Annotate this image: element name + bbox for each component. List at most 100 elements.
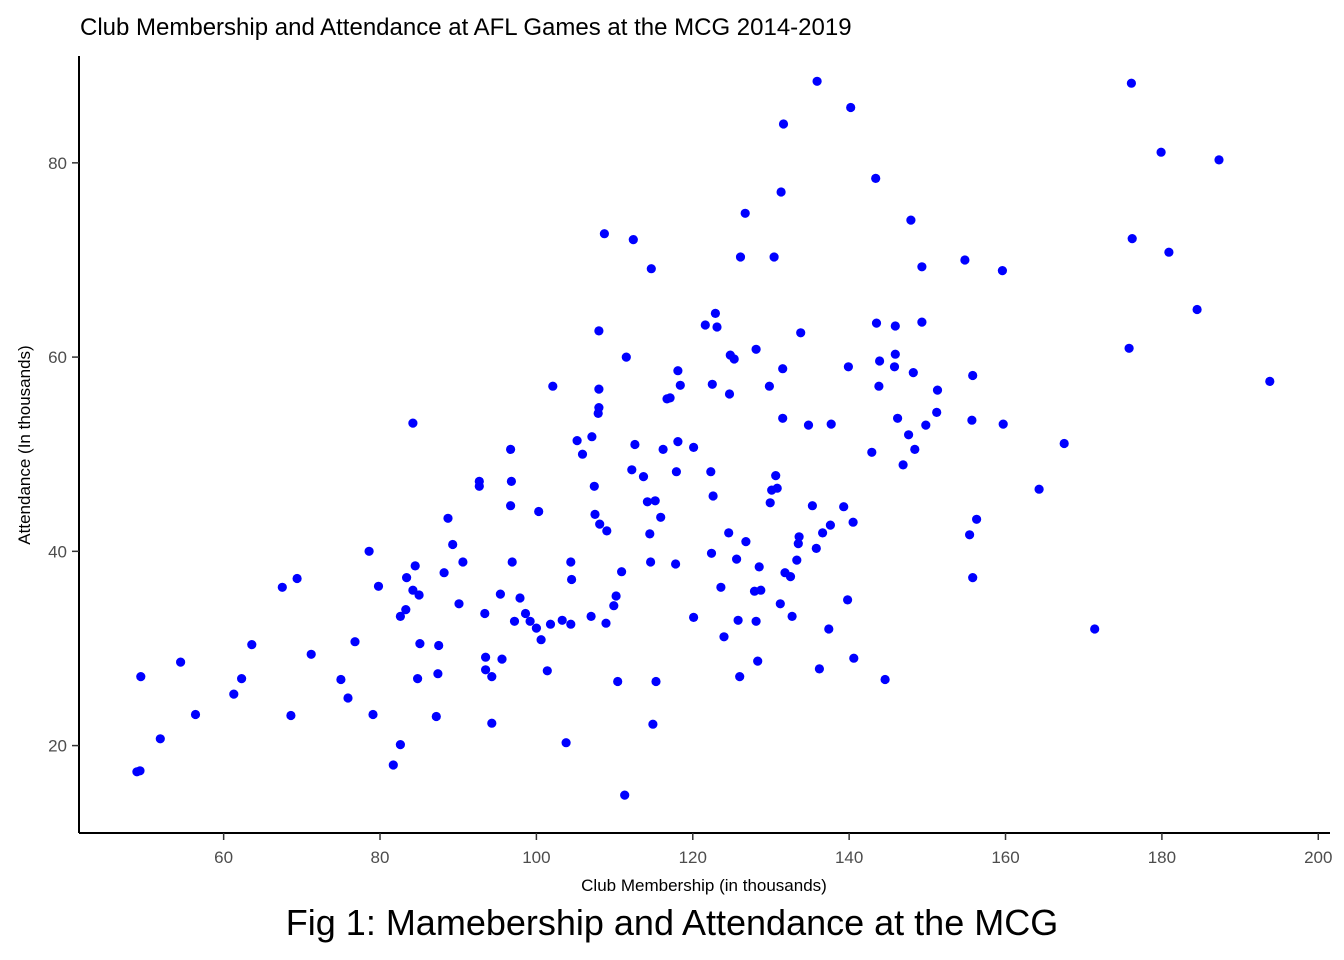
data-point [566, 619, 576, 629]
data-point [706, 548, 717, 558]
data-point [373, 581, 384, 591]
data-point [561, 738, 571, 748]
data-point [656, 512, 666, 522]
data-point [787, 611, 797, 622]
data-point [754, 562, 764, 572]
data-point [650, 496, 660, 506]
data-point [525, 616, 535, 626]
data-point [675, 380, 685, 390]
data-point [814, 664, 825, 674]
data-point [434, 640, 444, 651]
data-point [474, 481, 484, 491]
data-point [642, 497, 653, 507]
data-point [1192, 304, 1202, 315]
data-point [368, 709, 378, 720]
data-point [458, 557, 468, 567]
data-point [1164, 247, 1174, 257]
data-point [719, 632, 729, 642]
data-point [889, 362, 900, 372]
data-point [402, 573, 412, 583]
data-point [190, 709, 201, 720]
data-point [740, 208, 750, 218]
data-point [1059, 438, 1069, 449]
data-point [480, 608, 490, 619]
data-point [621, 352, 631, 362]
data-point [506, 444, 516, 454]
data-point [671, 559, 681, 569]
x-tick-label: 180 [1148, 848, 1176, 867]
x-tick-label: 140 [835, 848, 863, 867]
scatter-chart: Club Membership and Attendance at AFL Ga… [15, 14, 1332, 895]
data-point [609, 601, 619, 611]
data-point [867, 447, 877, 457]
data-point [602, 526, 612, 536]
data-point [388, 760, 398, 770]
y-tick-label: 20 [48, 737, 67, 756]
data-point [733, 615, 743, 625]
data-point [415, 639, 425, 649]
data-point [506, 476, 516, 486]
data-point [921, 420, 931, 430]
data-point [286, 710, 296, 721]
data-point [658, 444, 668, 454]
data-point [960, 255, 970, 265]
data-point [495, 589, 505, 599]
data-point [1090, 624, 1100, 634]
data-point [638, 472, 649, 482]
data-point [906, 215, 916, 225]
data-point [932, 407, 942, 417]
data-point [796, 328, 806, 338]
data-point [155, 734, 165, 744]
data-point [871, 173, 881, 183]
x-tick-label: 160 [991, 848, 1019, 867]
data-point [910, 444, 920, 454]
data-point [595, 519, 605, 529]
data-point [706, 467, 716, 477]
data-point [395, 611, 405, 622]
data-point [531, 623, 542, 633]
data-point [587, 432, 597, 442]
data-point [1127, 234, 1137, 244]
data-point [350, 637, 360, 647]
data-point [700, 320, 710, 330]
data-point [741, 537, 751, 547]
data-point [965, 530, 975, 540]
data-point [1156, 147, 1166, 157]
data-point [811, 543, 821, 554]
data-point [613, 676, 623, 687]
data-point [542, 666, 552, 676]
data-point [645, 529, 655, 539]
data-point [431, 711, 441, 722]
data-point [413, 674, 423, 684]
data-point [646, 557, 656, 567]
data-point [846, 102, 856, 113]
data-point [620, 790, 630, 800]
data-point [506, 501, 516, 511]
data-point [871, 318, 882, 328]
data-point [594, 326, 604, 336]
data-point [785, 572, 796, 582]
data-point [775, 599, 785, 609]
data-point [1214, 155, 1224, 165]
data-point [651, 676, 661, 687]
data-point [566, 557, 576, 567]
data-point [753, 656, 763, 666]
data-point [1265, 376, 1275, 386]
data-point [904, 430, 914, 440]
data-point [825, 520, 836, 530]
data-point [1034, 484, 1044, 494]
data-point [673, 437, 683, 447]
data-point [630, 439, 640, 450]
data-point [793, 539, 803, 549]
data-point [572, 436, 582, 446]
data-point [534, 506, 544, 517]
data-point [689, 612, 699, 623]
data-points [132, 76, 1275, 800]
data-point [454, 599, 464, 609]
data-point [812, 76, 822, 86]
data-point [917, 262, 927, 272]
data-point [481, 665, 491, 675]
data-point [839, 502, 849, 512]
data-point [776, 187, 786, 197]
data-point [408, 418, 418, 428]
